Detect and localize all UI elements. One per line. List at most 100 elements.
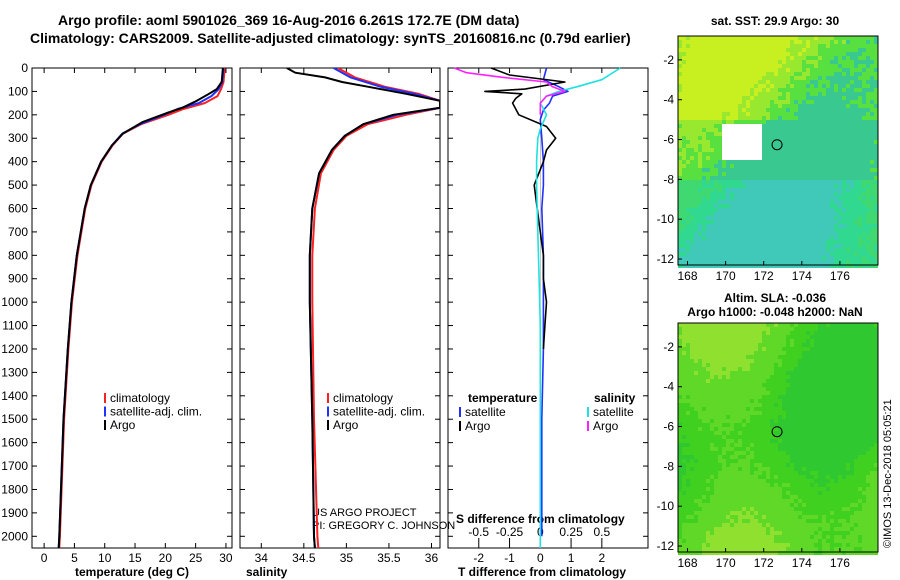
map-cell (750, 451, 754, 455)
map-cell (706, 52, 710, 56)
map-cell (838, 224, 842, 228)
map-cell (814, 220, 818, 224)
map-cell (818, 168, 822, 172)
map-cell (782, 395, 786, 399)
map-cell (754, 391, 758, 395)
map-cell (750, 216, 754, 220)
map-cell (762, 120, 766, 124)
map-cell (774, 327, 778, 331)
map-cell (678, 124, 682, 128)
sst_map-frame (677, 35, 879, 266)
map-cell (702, 363, 706, 367)
map-cell (814, 224, 818, 228)
map-cell (734, 144, 738, 148)
map-cell (834, 419, 838, 423)
map-cell (770, 76, 774, 80)
map-cell (778, 379, 782, 383)
map-cell (854, 212, 858, 216)
map-cell (834, 252, 838, 256)
map-cell (690, 264, 694, 268)
pressure-tick-label: 700 (8, 225, 28, 239)
map-cell (690, 220, 694, 224)
map-cell (734, 359, 738, 363)
map-cell (714, 116, 718, 120)
map-cell (758, 407, 762, 411)
map-cell (706, 439, 710, 443)
map-cell (714, 431, 718, 435)
map-cell (762, 44, 766, 48)
map-cell (706, 399, 710, 403)
map-cell (786, 455, 790, 459)
map-cell (794, 367, 798, 371)
map-cell (690, 48, 694, 52)
map-cell (870, 443, 874, 447)
map-cell (814, 415, 818, 419)
map-cell (830, 459, 834, 463)
map-cell (766, 443, 770, 447)
map-cell (738, 200, 742, 204)
map-cell (782, 164, 786, 168)
map-cell (862, 200, 866, 204)
map-cell (758, 240, 762, 244)
map-cell (754, 399, 758, 403)
map-cell (750, 224, 754, 228)
map-cell (794, 148, 798, 152)
map-cell (838, 148, 842, 152)
map-cell (746, 363, 750, 367)
map-cell (822, 339, 826, 343)
map-cell (678, 379, 682, 383)
map-cell (834, 112, 838, 116)
map-cell (766, 347, 770, 351)
map-cell (850, 383, 854, 387)
map-cell (766, 411, 770, 415)
map-cell (782, 216, 786, 220)
map-cell (766, 184, 770, 188)
map-cell (842, 403, 846, 407)
map-cell (754, 80, 758, 84)
map-cell (710, 176, 714, 180)
map-cell (794, 355, 798, 359)
map-cell (734, 431, 738, 435)
map-cell (722, 156, 726, 160)
map-cell (874, 383, 878, 387)
map-cell (850, 60, 854, 64)
map-cell (738, 152, 742, 156)
map-cell (782, 204, 786, 208)
map-cell (730, 228, 734, 232)
map-cell (742, 236, 746, 240)
map-cell (854, 411, 858, 415)
map-cell (850, 232, 854, 236)
map-cell (754, 407, 758, 411)
pressure-tick-label: 1800 (1, 482, 28, 496)
map-cell (754, 40, 758, 44)
map-cell (694, 164, 698, 168)
map-cell (794, 463, 798, 467)
map-cell (810, 256, 814, 260)
map-cell (762, 403, 766, 407)
map-cell (862, 180, 866, 184)
map-cell (838, 447, 842, 451)
map-cell (786, 152, 790, 156)
map-cell (790, 120, 794, 124)
map-cell (742, 116, 746, 120)
map-cell (762, 148, 766, 152)
map-cell (854, 415, 858, 419)
map-cell (714, 335, 718, 339)
map-cell (814, 144, 818, 148)
map-cell (738, 423, 742, 427)
map-cell (834, 431, 838, 435)
map-cell (838, 443, 842, 447)
map-cell (758, 148, 762, 152)
map-cell (842, 196, 846, 200)
map-cell (750, 244, 754, 248)
map-cell (690, 140, 694, 144)
map-cell (854, 52, 858, 56)
map-cell (698, 383, 702, 387)
map-cell (806, 208, 810, 212)
map-cell (842, 64, 846, 68)
map-cell (754, 423, 758, 427)
map-cell (702, 96, 706, 100)
map-cell (678, 148, 682, 152)
map-cell (758, 391, 762, 395)
map-cell (710, 192, 714, 196)
